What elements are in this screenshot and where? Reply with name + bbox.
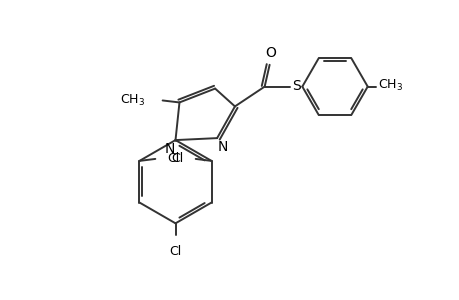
Text: N: N xyxy=(164,142,174,156)
Text: CH$_3$: CH$_3$ xyxy=(377,78,402,93)
Text: O: O xyxy=(264,46,275,60)
Text: S: S xyxy=(291,79,300,93)
Text: Cl: Cl xyxy=(169,245,181,258)
Text: Cl: Cl xyxy=(167,152,179,165)
Text: N: N xyxy=(218,140,228,154)
Text: Cl: Cl xyxy=(171,152,184,165)
Text: CH$_3$: CH$_3$ xyxy=(119,93,145,108)
